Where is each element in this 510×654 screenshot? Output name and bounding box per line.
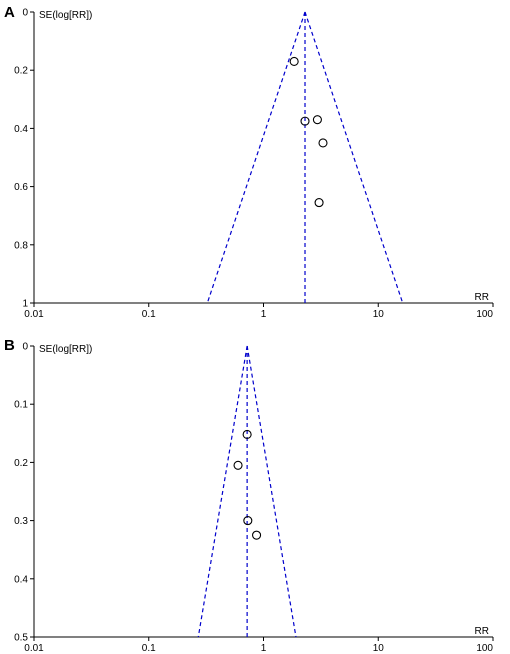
funnel-right-limit xyxy=(246,345,297,638)
y-tick-label: 1 xyxy=(22,299,28,310)
y-tick-label: 0 xyxy=(22,8,28,19)
panel-letter: B xyxy=(4,337,15,354)
y-tick-label: 0.2 xyxy=(14,66,28,77)
study-point xyxy=(314,198,324,208)
y-tick-label: 0 xyxy=(22,342,28,353)
x-tick-label: 100 xyxy=(476,643,493,654)
study-point xyxy=(252,530,262,540)
funnel-right-limit xyxy=(304,11,404,304)
x-tick-label: 0.1 xyxy=(142,309,156,320)
y-tick-label: 0.4 xyxy=(14,124,28,135)
funnel-left-limit xyxy=(206,11,306,304)
study-point xyxy=(318,138,328,148)
y-tick-label: 0.6 xyxy=(14,182,28,193)
study-point xyxy=(233,460,243,470)
y-axis-title: SE(log[RR]) xyxy=(39,10,92,21)
funnel-plot-panel-b: B 0 0.1 0.2 0.3 0.4 0.50.01 0.1 1 10 100 SE(log[RR]… xyxy=(4,337,494,654)
x-tick-label: 0.1 xyxy=(142,643,156,654)
y-tick-label: 0.1 xyxy=(14,400,28,411)
funnel-plot-panel-a: A 00.20.40.60.810.01 0.1 1 10 100SE(log[RR])R… xyxy=(4,4,494,320)
study-point xyxy=(312,115,322,125)
x-tick-label: 0.01 xyxy=(24,309,44,320)
study-point xyxy=(289,56,299,67)
y-tick-label: 0.2 xyxy=(14,458,28,469)
y-tick-label: 0.4 xyxy=(14,574,28,585)
x-tick-label: 1 xyxy=(261,643,267,654)
y-axis-title: SE(log[RR]) xyxy=(39,344,92,355)
study-point xyxy=(242,429,252,440)
x-tick-label: 1 xyxy=(261,309,267,320)
x-tick-label: 100 xyxy=(476,309,493,320)
study-point xyxy=(243,516,253,526)
y-tick-label: 0.8 xyxy=(14,240,28,251)
study-point xyxy=(300,116,310,126)
panel-letter: A xyxy=(4,4,15,21)
funnel-left-limit xyxy=(197,345,248,638)
y-tick-label: 0.5 xyxy=(14,633,28,644)
x-tick-label: 10 xyxy=(373,643,385,654)
x-axis-title: RR xyxy=(475,292,489,303)
x-tick-label: 10 xyxy=(373,309,385,320)
x-tick-label: 0.01 xyxy=(24,643,44,654)
y-tick-label: 0.3 xyxy=(14,516,28,527)
x-axis-title: RR xyxy=(475,626,489,637)
